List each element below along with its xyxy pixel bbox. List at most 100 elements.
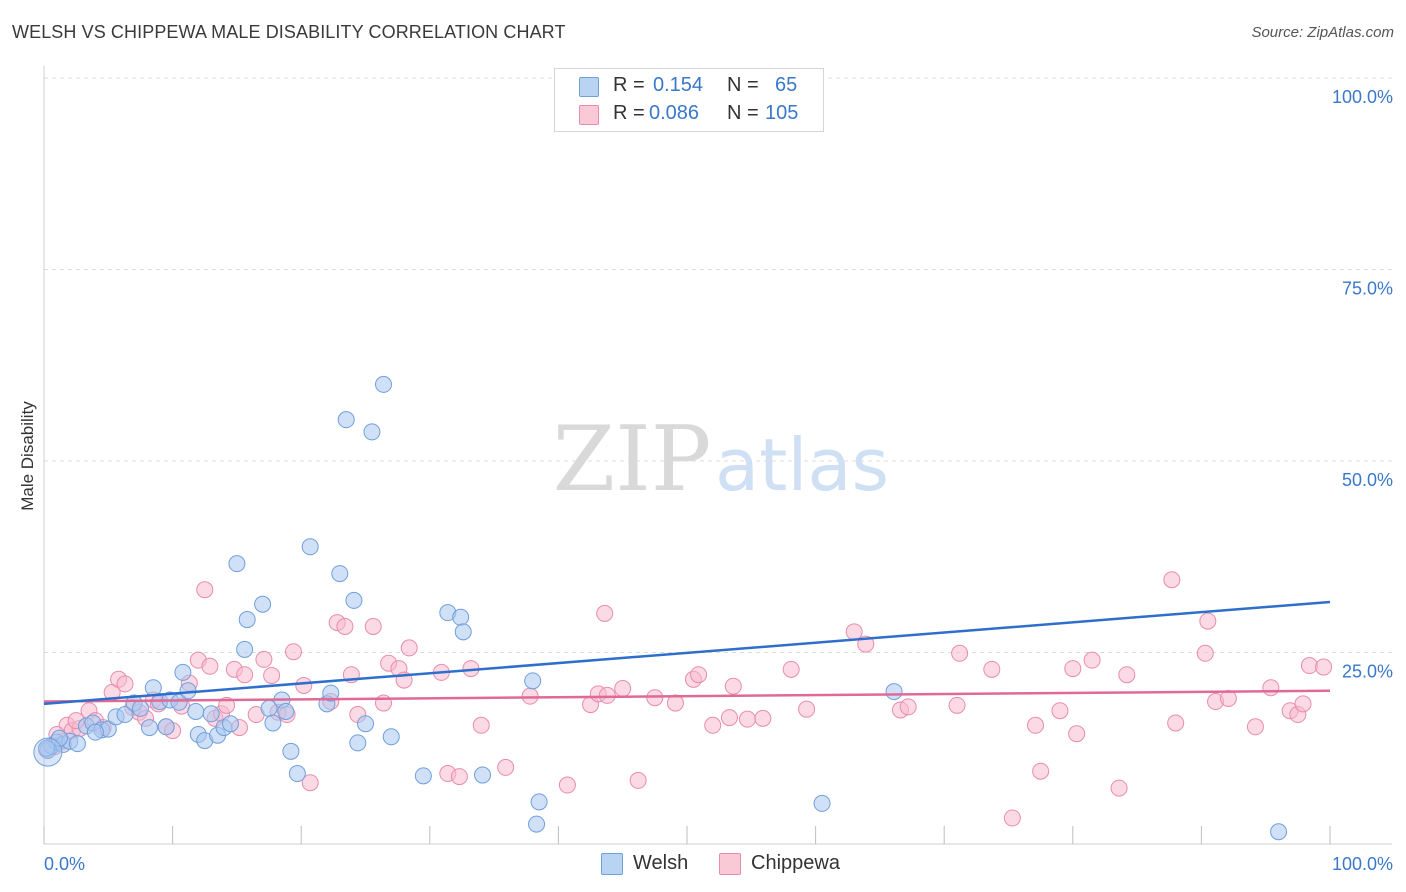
chippewa-point <box>1064 660 1082 678</box>
chippewa-point <box>400 639 418 657</box>
chippewa-point <box>263 666 281 684</box>
chippewa-point <box>1294 695 1312 713</box>
welsh-n-label: N = <box>727 74 759 96</box>
chippewa-point <box>497 758 515 776</box>
chippewa-point <box>1051 702 1069 720</box>
chippewa-point <box>472 716 490 734</box>
source-label: Source: ZipAtlas.com <box>1251 24 1394 41</box>
tick-labels: 25.0% 50.0% 75.0% 100.0% 0.0% 100.0% <box>44 87 1393 874</box>
chippewa-point <box>1315 658 1333 676</box>
welsh-trend-line <box>43 600 1331 706</box>
welsh-point <box>363 423 381 441</box>
welsh-point <box>382 728 400 746</box>
chippewa-point <box>845 623 863 641</box>
chippewa-n-label: N = <box>727 102 759 124</box>
chippewa-swatch <box>579 105 599 125</box>
chippewa-point <box>1163 571 1181 589</box>
welsh-point <box>813 794 831 812</box>
welsh-point <box>187 702 205 720</box>
chippewa-point <box>255 650 273 668</box>
welsh-point <box>131 699 149 717</box>
welsh-point <box>174 663 192 681</box>
chippewa-point <box>690 666 708 684</box>
welsh-point <box>33 737 63 767</box>
chippewa-point <box>1068 725 1086 743</box>
x-tick-label: 100.0% <box>1332 854 1393 874</box>
chippewa-point <box>596 604 614 622</box>
welsh-point <box>68 735 86 753</box>
bottom-welsh-swatch <box>601 853 623 875</box>
chippewa-point <box>201 657 219 675</box>
y-tick-label: 100.0% <box>1332 87 1393 107</box>
chippewa-point <box>1083 651 1101 669</box>
chippewa-point <box>614 680 632 698</box>
y-tick-label: 75.0% <box>1342 279 1393 299</box>
chippewa-point <box>284 643 302 661</box>
chippewa-point <box>116 675 134 693</box>
chippewa-point <box>218 696 236 714</box>
chippewa-point <box>629 771 647 789</box>
chippewa-point <box>1032 762 1050 780</box>
welsh-point <box>236 640 254 658</box>
chippewa-point <box>558 776 576 794</box>
welsh-point <box>86 723 104 741</box>
welsh-point <box>288 765 306 783</box>
welsh-point <box>530 793 548 811</box>
welsh-point <box>140 719 158 737</box>
welsh-point <box>228 555 246 573</box>
welsh-point <box>524 672 542 690</box>
chippewa-point <box>1199 612 1217 630</box>
chippewa-point <box>724 677 742 695</box>
welsh-point <box>337 411 355 429</box>
welsh-point <box>157 718 175 736</box>
y-tick-label: 50.0% <box>1342 470 1393 490</box>
chippewa-point <box>738 710 756 728</box>
welsh-point <box>357 715 374 733</box>
chippewa-point <box>754 709 772 727</box>
welsh-point <box>885 683 903 701</box>
chippewa-point <box>798 700 816 718</box>
chippewa-point <box>450 768 468 786</box>
chippewa-point <box>301 774 319 792</box>
chippewa-point <box>1196 644 1214 662</box>
chippewa-point <box>1246 718 1264 736</box>
watermark: ZIP atlas <box>553 407 889 512</box>
welsh-point <box>221 715 239 733</box>
welsh-point <box>282 742 300 760</box>
bottom-chippewa-swatch <box>719 853 741 875</box>
chippewa-point <box>196 581 214 599</box>
gridlines <box>44 77 1392 653</box>
welsh-point <box>528 815 546 833</box>
welsh-point <box>301 538 319 556</box>
chippewa-point <box>983 660 1001 678</box>
welsh-point <box>331 565 349 583</box>
chippewa-point <box>1167 714 1185 732</box>
axes <box>43 66 1392 845</box>
welsh-swatch <box>579 77 599 97</box>
chippewa-point <box>948 696 966 714</box>
chippewa-point <box>236 666 254 684</box>
welsh-point <box>474 766 492 784</box>
welsh-point <box>322 684 340 702</box>
watermark-zip: ZIP <box>553 407 712 512</box>
chippewa-point <box>1300 657 1318 675</box>
welsh-point <box>454 623 472 641</box>
welsh-point <box>202 705 220 723</box>
chippewa-n-value: 105 <box>765 102 799 124</box>
chippewa-point <box>364 617 382 635</box>
trend-lines <box>43 600 1331 706</box>
chippewa-r-label: R = <box>613 102 645 124</box>
welsh-point <box>414 767 432 785</box>
chippewa-point <box>782 660 800 678</box>
welsh-point <box>116 706 134 724</box>
chippewa-point <box>598 686 616 704</box>
welsh-r-label: R = <box>613 74 645 96</box>
chippewa-point <box>1118 666 1136 684</box>
welsh-n-value: 65 <box>775 74 798 96</box>
y-axis-label: Male Disability <box>18 401 37 511</box>
welsh-point <box>375 375 393 393</box>
chippewa-point <box>720 709 738 727</box>
chippewa-point <box>1027 716 1045 734</box>
chippewa-point <box>1003 809 1021 827</box>
